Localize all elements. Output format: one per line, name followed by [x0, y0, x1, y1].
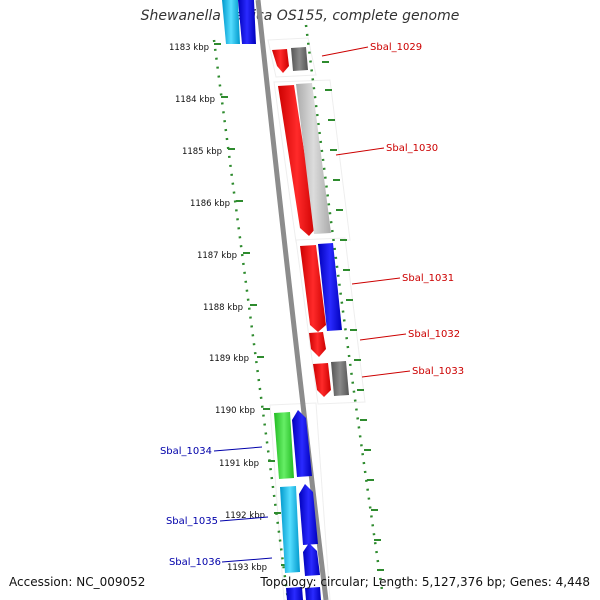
scale-tick-label: 1192 kbp — [225, 511, 265, 521]
scale-tick-label: 1186 kbp — [190, 199, 230, 209]
gene-blue-bottom-b — [305, 587, 321, 600]
label-leaders-left — [213, 446, 273, 563]
scale-tick-label: 1184 kbp — [175, 95, 215, 105]
scale-tick-label: 1183 kbp — [169, 43, 209, 53]
gene-label: Sbal_1029 — [370, 42, 422, 53]
gene-sbal-1029-gray — [291, 47, 308, 71]
gene-label: Sbal_1035 — [166, 516, 218, 527]
gene-sbal-1033-gray — [331, 361, 349, 396]
label-leaders-right — [321, 46, 411, 378]
dotted-outer-ring — [212, 24, 384, 600]
gene-sbal-1031-red — [300, 245, 326, 332]
scale-tick-label: 1185 kbp — [182, 147, 222, 157]
gene-label: Sbal_1030 — [386, 143, 438, 154]
topology-summary: Topology: circular; Length: 5,127,376 bp… — [260, 575, 590, 589]
scale-tick-label: 1193 kbp — [227, 563, 267, 573]
gene-cyan-top — [222, 0, 240, 44]
gene-label: Sbal_1036 — [169, 557, 221, 568]
gene-sbal-1031-blue — [318, 243, 342, 331]
gene-blue-bottom-a — [286, 587, 303, 600]
gene-sbal-1034-blue — [292, 410, 312, 477]
gene-sbal-1034-green — [274, 412, 294, 479]
gene-labels-left: Sbal_1034 Sbal_1035 Sbal_1036 — [160, 446, 221, 568]
gene-features — [222, 0, 349, 600]
gene-label: Sbal_1033 — [412, 366, 464, 377]
genome-title: Shewanella baltica OS155, complete genom… — [140, 8, 460, 24]
genome-backbone — [255, 0, 329, 600]
gene-label: Sbal_1032 — [408, 329, 460, 340]
gene-label: Sbal_1034 — [160, 446, 212, 457]
scale-tick-label: 1189 kbp — [209, 354, 249, 364]
gene-sbal-1033-red — [313, 363, 331, 397]
scale-tick-label: 1187 kbp — [197, 251, 237, 261]
gene-sbal-1029-red — [272, 49, 289, 73]
gene-sbal-1030-red — [278, 85, 316, 236]
gene-sbal-1036-blue — [303, 543, 320, 576]
scale-tick-label: 1190 kbp — [215, 406, 255, 416]
gene-labels-right: Sbal_1029 Sbal_1030 Sbal_1031 Sbal_1032 Sbal… — [370, 42, 464, 377]
scale-tick-label: 1191 kbp — [219, 459, 259, 469]
scale-ticks: 1183 kbp 1184 kbp 1185 kbp 1186 kbp 1187 kbp… — [169, 43, 384, 573]
accession-label: Accession: NC_009052 — [9, 575, 146, 589]
gene-blue-top — [238, 0, 256, 44]
scale-tick-label: 1188 kbp — [203, 303, 243, 313]
gene-label: Sbal_1031 — [402, 273, 454, 284]
gene-sbal-1035-blue — [299, 484, 318, 545]
gene-sbal-1035-cyan — [280, 486, 300, 573]
gene-sbal-1030-lightgray — [296, 83, 331, 234]
gene-sbal-1032-red — [309, 332, 326, 357]
